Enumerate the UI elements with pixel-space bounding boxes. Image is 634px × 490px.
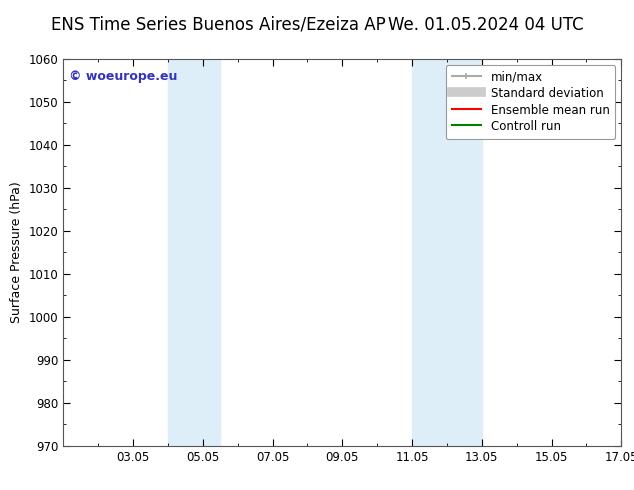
- Bar: [412, 59, 482, 446]
- Text: © woeurope.eu: © woeurope.eu: [69, 71, 178, 83]
- Text: ENS Time Series Buenos Aires/Ezeiza AP: ENS Time Series Buenos Aires/Ezeiza AP: [51, 16, 385, 33]
- Legend: min/max, Standard deviation, Ensemble mean run, Controll run: min/max, Standard deviation, Ensemble me…: [446, 65, 616, 139]
- Text: We. 01.05.2024 04 UTC: We. 01.05.2024 04 UTC: [387, 16, 583, 33]
- Y-axis label: Surface Pressure (hPa): Surface Pressure (hPa): [10, 181, 23, 323]
- Bar: [168, 59, 221, 446]
